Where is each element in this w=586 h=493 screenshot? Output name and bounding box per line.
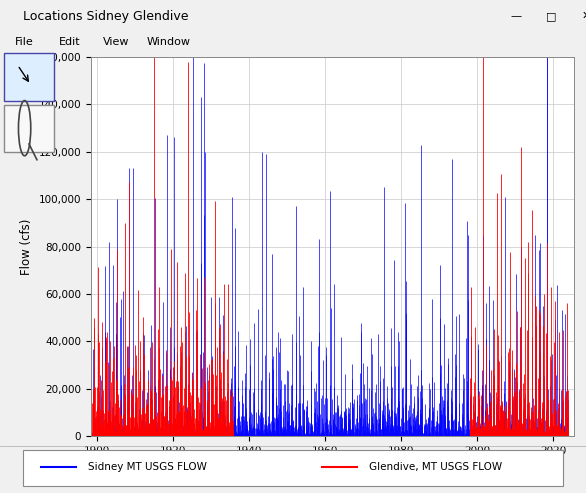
Text: Sidney MT USGS FLOW: Sidney MT USGS FLOW [88,462,207,472]
FancyBboxPatch shape [4,53,54,101]
Text: Window: Window [146,37,190,47]
Text: □: □ [546,11,556,21]
Text: —: — [510,11,521,21]
Text: ✕: ✕ [581,11,586,21]
Y-axis label: Flow (cfs): Flow (cfs) [20,218,33,275]
Text: Edit: Edit [59,37,80,47]
Text: Locations Sidney Glendive: Locations Sidney Glendive [23,9,189,23]
Bar [23,450,563,486]
Text: File: File [15,37,33,47]
FancyBboxPatch shape [4,105,54,152]
Text: Glendive, MT USGS FLOW: Glendive, MT USGS FLOW [369,462,502,472]
Text: View: View [103,37,129,47]
